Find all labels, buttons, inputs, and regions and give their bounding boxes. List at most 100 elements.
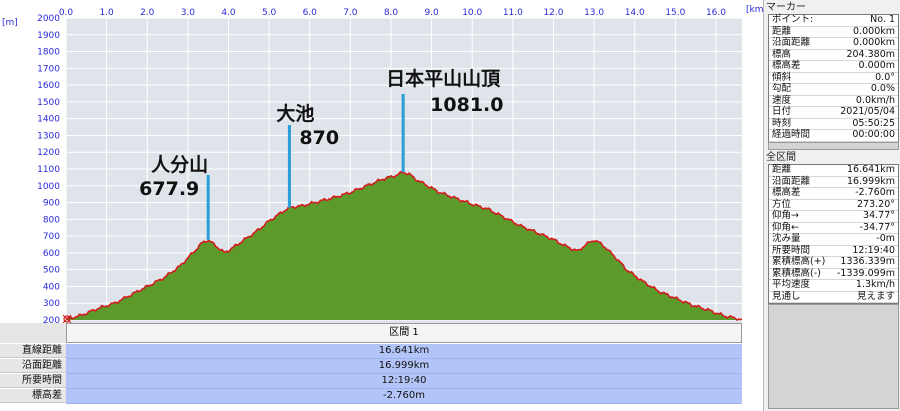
summary-panel-title: 全区間	[766, 152, 796, 163]
y-tick-label: 700	[43, 232, 60, 242]
x-tick-label: 13.0	[584, 8, 604, 18]
panel-row-value: 204.380m	[846, 48, 895, 60]
panel-row-value: -1339.099m	[836, 267, 895, 279]
panel-row-label: 経過時間	[772, 129, 811, 140]
y-tick-label: 1700	[37, 64, 60, 74]
panel-row-value: 12:19:40	[852, 244, 895, 256]
x-tick-label: 2.0	[140, 8, 155, 18]
panel-row-value: 0.000km	[853, 37, 895, 48]
y-tick-label: 800	[43, 215, 60, 225]
x-axis-unit: [km]	[746, 5, 763, 15]
panel-row: 累積標高(-) -1339.099m	[769, 267, 898, 280]
x-tick-label: 1.0	[99, 8, 114, 18]
y-tick-label: 1800	[37, 48, 60, 58]
panel-row-value: 0.0km/h	[855, 94, 895, 106]
panel-row-value: 1336.339m	[840, 256, 895, 267]
x-tick-label: 9.0	[424, 8, 439, 18]
panel-row: 平均速度 1.3km/h	[769, 279, 898, 292]
panel-row: 沈み量 -0m	[769, 233, 898, 246]
section-table-value: 16.999km	[66, 359, 742, 374]
y-tick-label: 1500	[37, 98, 60, 108]
section-table-row: 沿面距離 16.999km	[0, 359, 746, 374]
x-tick-label: 3.0	[181, 8, 196, 18]
panel-row: 沿面距離 0.000km	[769, 37, 898, 50]
panel-row-label: 速度	[772, 94, 792, 106]
y-tick-label: 1200	[37, 148, 60, 158]
panel-row-label: 日付	[772, 106, 792, 117]
panel-row-label: 仰角←	[772, 221, 799, 233]
start-marker-dot	[63, 315, 71, 323]
panel-row-value: 16.999km	[847, 175, 895, 187]
x-tick-label: 14.0	[625, 8, 645, 18]
x-axis-tick-labels: 0.0 1.0 2.0 3.0 4.0 5.0 6.0 7.0 8.0 9.0 10.0 11.0 12…	[59, 8, 726, 18]
panel-row-label: 沈み量	[772, 233, 801, 244]
panel-row-label: 所要時間	[772, 244, 811, 256]
panel-row-label: 標高差	[772, 187, 801, 198]
panel-row: 沿面距離 16.999km	[769, 175, 898, 188]
section-table-row: 所要時間 12:19:40	[0, 374, 746, 389]
section-table-label: 直線距離	[0, 344, 66, 358]
panel-row: 傾斜 0.0°	[769, 71, 898, 84]
annotation-peak-elevation: 677.9	[139, 178, 199, 200]
y-axis-unit: [m]	[2, 18, 18, 28]
panel-row-label: 平均速度	[772, 279, 811, 290]
panel-row: 距離 0.000km	[769, 25, 898, 38]
section-table-label: 沿面距離	[0, 359, 66, 373]
panel-row-value: 34.77°	[863, 210, 895, 221]
panel-row: 標高差 0.000m	[769, 60, 898, 73]
y-tick-label: 1300	[37, 131, 60, 141]
panel-row-label: 見通し	[772, 290, 801, 302]
y-tick-label: 400	[43, 282, 60, 292]
panel-row-label: 勾配	[772, 83, 792, 94]
panel-row: ポイント: No. 1	[769, 14, 898, 27]
y-tick-label: 200	[43, 316, 60, 323]
marker-panel-title: マーカー	[766, 2, 806, 13]
panel-row-value: 0.000m	[858, 60, 895, 71]
summary-panel: 距離 16.641km 沿面距離 16.999km 標高差 -2.760m 方位 273.20…	[768, 164, 899, 304]
panel-row-value: 1.3km/h	[855, 279, 895, 290]
section-table-value: 16.641km	[66, 344, 742, 359]
start-marker-cross-b	[62, 314, 72, 323]
panel-row-value: 2021/05/04	[840, 106, 895, 117]
panel-row: 所要時間 12:19:40	[769, 244, 898, 257]
x-tick-label: 15.0	[665, 8, 685, 18]
panel-row-label: 沿面距離	[772, 37, 811, 48]
panel-row: 標高差 -2.760m	[769, 187, 898, 200]
section-table-header: 区間 1	[66, 323, 742, 343]
panel-row-value: No. 1	[870, 14, 895, 25]
panel-row-label: 沿面距離	[772, 175, 811, 187]
panel-row-label: 方位	[772, 198, 792, 210]
y-tick-label: 1000	[37, 182, 60, 192]
y-axis-tick-labels: 200 300 400 500 600 700 800 900 1000 1100 1200 1300…	[37, 14, 60, 323]
panel-row: 方位 273.20°	[769, 198, 898, 211]
side-panel: マーカー ポイント: No. 1 距離 0.000km 沿面距離 0.000km 標高 204…	[763, 0, 900, 411]
panel-row-value: -34.77°	[859, 221, 895, 233]
section-table-row: 直線距離 16.641km	[0, 344, 746, 359]
x-tick-label: 5.0	[262, 8, 277, 18]
panel-row: 時刻 05:50:25	[769, 118, 898, 130]
y-tick-label: 1900	[37, 31, 60, 41]
annotation-peak-name: 日本平山山頂	[386, 67, 501, 90]
annotation-peak-name: 人分山	[151, 154, 208, 176]
x-tick-label: 16.0	[706, 8, 726, 18]
section-table-value: -2.760m	[66, 389, 742, 404]
y-tick-label: 2000	[37, 14, 60, 24]
y-tick-label: 600	[43, 249, 60, 259]
panel-row-label: 累積標高(+)	[772, 256, 826, 267]
panel-row-label: 標高差	[772, 60, 801, 71]
elevation-line	[65, 170, 743, 321]
panel-row: 仰角→ 34.77°	[769, 210, 898, 223]
y-tick-label: 300	[43, 299, 60, 309]
panel-row-label: 仰角→	[772, 210, 799, 221]
panel-row-value: 0.0°	[875, 71, 895, 83]
x-tick-label: 8.0	[384, 8, 399, 18]
panel-row-label: 距離	[772, 25, 792, 37]
x-tick-label: 12.0	[543, 8, 563, 18]
x-tick-label: 10.0	[462, 8, 482, 18]
panel-row: 標高 204.380m	[769, 48, 898, 61]
panel-row-value: 16.641km	[847, 164, 895, 175]
y-tick-label: 900	[43, 199, 60, 209]
panel-row: 日付 2021/05/04	[769, 106, 898, 119]
panel-row-label: ポイント:	[772, 14, 814, 25]
